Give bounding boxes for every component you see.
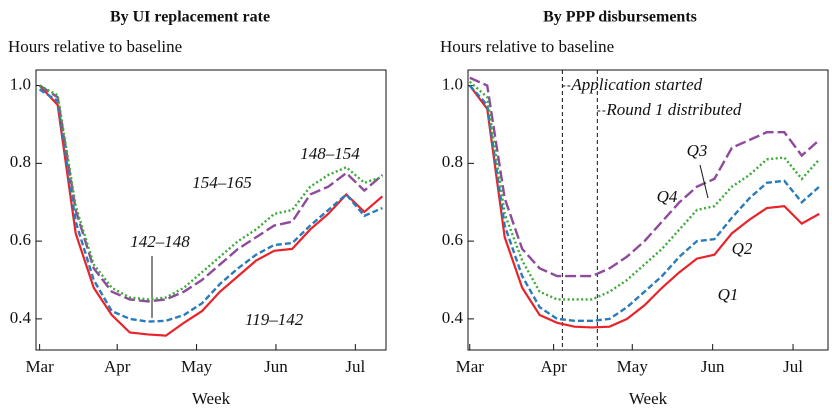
event-label: Round 1 distributed: [605, 100, 742, 119]
series-line: [38, 84, 384, 303]
y-tick-label: 0.6: [442, 230, 463, 249]
series-line: [38, 84, 384, 337]
chart-title: By PPP disbursements: [543, 9, 697, 26]
x-tick-label: Apr: [540, 357, 567, 376]
subtitle: Hours relative to baseline: [440, 37, 614, 56]
chart-title: By UI replacement rate: [110, 9, 270, 26]
series-label: 154–165: [192, 173, 252, 192]
y-tick-label: 0.8: [10, 152, 31, 171]
y-tick-label: 0.4: [10, 308, 32, 327]
x-tick-label: Apr: [104, 357, 131, 376]
y-tick-label: 0.6: [10, 230, 31, 249]
series-line: [469, 76, 821, 278]
x-tick-label: Mar: [25, 357, 54, 376]
x-tick-label: Mar: [456, 357, 485, 376]
series-line: [39, 84, 383, 301]
series-label: Q1: [718, 285, 739, 304]
y-tick-label: 0.4: [442, 308, 464, 327]
x-tick-label: May: [181, 357, 213, 376]
series-label: 119–142: [245, 310, 304, 329]
series-line: [468, 84, 820, 329]
x-tick-label: Jul: [345, 357, 365, 376]
y-tick-label: 1.0: [442, 74, 463, 93]
series-line: [468, 80, 821, 301]
series-label: Q4: [657, 187, 678, 206]
series-label: 142–148: [130, 232, 190, 251]
y-tick-label: 0.8: [442, 152, 463, 171]
leader-line: [699, 164, 709, 199]
y-tick-label: 1.0: [10, 74, 31, 93]
x-tick-label: Jul: [783, 357, 803, 376]
series-line: [468, 84, 821, 323]
x-tick-label: Jun: [264, 357, 288, 376]
event-label: Application started: [570, 75, 702, 94]
series-label: 148–154: [300, 144, 360, 163]
plot-frame: [35, 69, 387, 351]
series-label: Q3: [687, 141, 708, 160]
x-tick-label: May: [617, 357, 649, 376]
series-label: Q2: [732, 239, 753, 258]
plot-frame: [467, 69, 829, 351]
subtitle: Hours relative to baseline: [8, 37, 182, 56]
x-axis-label: Week: [192, 389, 231, 408]
series-line: [38, 88, 383, 323]
x-tick-label: Jun: [701, 357, 725, 376]
x-axis-label: Week: [629, 389, 668, 408]
